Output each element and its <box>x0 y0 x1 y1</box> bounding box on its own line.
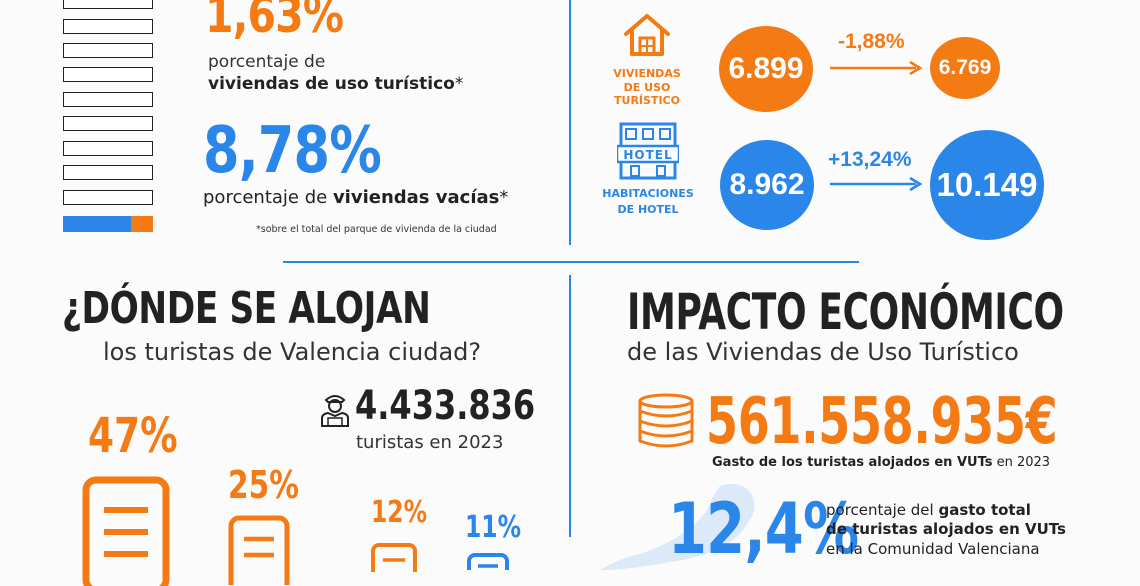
share-line1-a: porcentaje del <box>826 501 939 519</box>
hotel-sign-text: HOTEL <box>623 148 673 162</box>
building-floor <box>63 43 153 58</box>
arrow-right-icon <box>830 60 924 76</box>
pct-empty-text: porcentaje de <box>203 187 333 208</box>
building-floor <box>63 0 153 9</box>
vertical-divider-top <box>569 0 571 245</box>
coins-icon <box>636 393 696 451</box>
spend-caption-bold: Gasto de los turistas alojados en VUTs <box>712 455 993 470</box>
hotel-from-circle: 8.962 <box>720 140 814 230</box>
pct-empty-bold: viviendas vacías <box>332 187 500 208</box>
document-icon <box>466 552 510 570</box>
share-line2: de turistas alojados en VUTs <box>826 520 1066 538</box>
hotel-to-circle: 10.149 <box>930 130 1044 240</box>
share-line1-b: gasto total <box>938 501 1031 519</box>
document-icon <box>82 476 170 586</box>
bar-label-hotel: 47% <box>88 408 178 464</box>
tourists-caption: turistas en 2023 <box>356 432 504 453</box>
building-bar-orange <box>131 216 153 232</box>
vut-label-2: DE USO TURÍSTICO <box>614 81 680 107</box>
pct-vut-bold: viviendas de uso turístico <box>208 74 455 94</box>
arrow-right-icon <box>830 176 924 192</box>
bar-label-rest: 11% <box>465 510 522 545</box>
tourists-value: 4.433.836 <box>355 383 536 429</box>
hotel-change: +13,24% <box>828 148 912 171</box>
vertical-divider-bottom <box>569 275 571 537</box>
building-floor <box>63 116 153 131</box>
building-floor <box>63 67 153 82</box>
share-line3: en la Comunidad Valenciana <box>826 540 1040 558</box>
bar-label-other: 12% <box>371 495 428 530</box>
share-line1: porcentaje del gasto total <box>826 501 1031 519</box>
document-icon <box>370 542 418 572</box>
vut-from-value: 6.899 <box>728 52 804 85</box>
impact-title: IMPACTO ECONÓMICO <box>627 283 1064 341</box>
impact-subtitle: de las Viviendas de Uso Turístico <box>627 338 1019 366</box>
hotel-label-1: HABITACIONES <box>602 187 694 200</box>
asterisk: * <box>454 74 464 94</box>
bar-label-vut: 25% <box>228 463 299 507</box>
pct-empty-line: porcentaje de viviendas vacías* <box>203 187 508 208</box>
pct-vut-bold-line: viviendas de uso turístico* <box>208 74 463 94</box>
vut-label-1: VIVIENDAS <box>613 67 681 80</box>
horizontal-divider <box>283 261 859 263</box>
house-icon <box>622 12 672 58</box>
pct-vut-value: 1,63% <box>205 0 344 44</box>
vut-to-value: 6.769 <box>938 56 992 79</box>
hotel-to-value: 10.149 <box>936 166 1038 203</box>
spend-value: 561.558.935€ <box>706 385 1058 459</box>
vut-from-circle: 6.899 <box>719 26 813 112</box>
building-floor <box>63 92 153 107</box>
region-map-shape <box>600 478 820 570</box>
building-bar-highlight <box>63 216 153 232</box>
building-floor <box>63 19 153 34</box>
share-value: 12,4% <box>668 488 859 570</box>
vut-change: -1,88% <box>838 30 905 53</box>
hotel-icon <box>617 122 679 180</box>
pct-empty-value: 8,78% <box>203 114 382 188</box>
where-subtitle: los turistas de Valencia ciudad? <box>103 338 482 366</box>
hotel-label-2: DE HOTEL <box>617 203 679 216</box>
footnote: *sobre el total del parque de vivienda d… <box>256 224 497 235</box>
where-title: ¿DÓNDE SE ALOJAN <box>62 283 431 334</box>
building-floor <box>63 190 153 205</box>
hotel-from-value: 8.962 <box>729 168 805 201</box>
building-floor <box>63 165 153 180</box>
building-floor <box>63 141 153 156</box>
vut-to-circle: 6.769 <box>930 37 1000 99</box>
document-icon <box>228 515 290 585</box>
spend-caption-rest: en 2023 <box>992 455 1051 470</box>
spend-caption: Gasto de los turistas alojados en VUTs e… <box>712 455 1050 470</box>
pct-vut-text: porcentaje de <box>208 52 326 72</box>
tourist-icon <box>318 390 352 428</box>
asterisk: * <box>499 187 509 208</box>
